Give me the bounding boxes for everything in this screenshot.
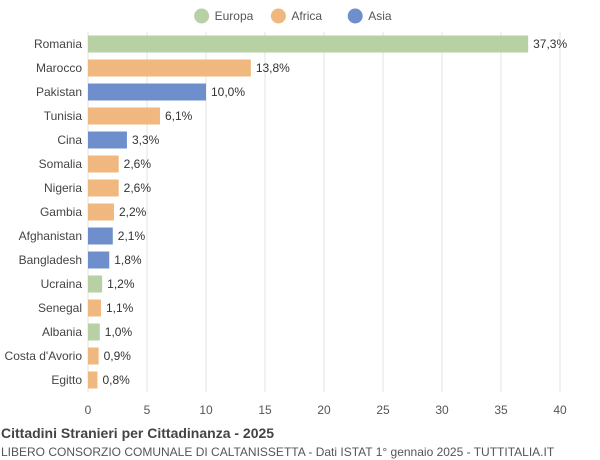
category-labels: Romania Marocco Pakistan Tunisia Cina Somalia… <box>5 37 83 387</box>
x-tick-label: 10 <box>199 403 213 417</box>
value-label-nigeria: 2,6% <box>124 181 152 195</box>
value-labels: 37,3% 13,8% 10,0% 6,1% 3,3% 2,6% 2,6% 2,2% 2,1% 1… <box>102 37 567 387</box>
category-label-gambia: Gambia <box>40 205 82 219</box>
value-label-costa-d-avorio: 0,9% <box>104 349 132 363</box>
category-label-bangladesh: Bangladesh <box>19 253 82 267</box>
x-tick-label: 30 <box>435 403 449 417</box>
legend-label-asia: Asia <box>368 9 392 23</box>
category-label-egitto: Egitto <box>51 373 82 387</box>
category-label-costa-d-avorio: Costa d'Avorio <box>5 349 83 363</box>
bar-pakistan <box>88 83 206 101</box>
bar-somalia <box>88 155 119 173</box>
bar-senegal <box>88 299 101 317</box>
value-label-bangladesh: 1,8% <box>114 253 142 267</box>
bar-bangladesh <box>88 251 110 269</box>
bar-nigeria <box>88 179 119 197</box>
legend-marker-europa <box>194 8 210 24</box>
x-axis-ticks: 0 5 10 15 20 25 30 35 40 <box>85 403 567 417</box>
legend-label-europa: Europa <box>215 9 254 23</box>
value-label-albania: 1,0% <box>105 325 133 339</box>
bar-cina <box>88 131 127 149</box>
bar-afghanistan <box>88 227 113 245</box>
value-label-tunisia: 6,1% <box>165 109 193 123</box>
bar-gambia <box>88 203 114 221</box>
category-label-albania: Albania <box>42 325 82 339</box>
bar-romania <box>88 35 529 53</box>
x-tick-label: 0 <box>85 403 92 417</box>
value-label-marocco: 13,8% <box>256 61 290 75</box>
value-label-somalia: 2,6% <box>124 157 152 171</box>
category-label-marocco: Marocco <box>36 61 82 75</box>
category-label-afghanistan: Afghanistan <box>19 229 82 243</box>
bar-chart: Europa Africa Asia Romania Marocco Pakistan T… <box>5 8 567 417</box>
category-label-pakistan: Pakistan <box>36 85 82 99</box>
category-label-cina: Cina <box>57 133 82 147</box>
value-label-cina: 3,3% <box>132 133 160 147</box>
category-label-tunisia: Tunisia <box>44 109 83 123</box>
chart-title: Cittadini Stranieri per Cittadinanza - 2… <box>1 425 275 441</box>
category-label-ucraina: Ucraina <box>41 277 83 291</box>
x-tick-label: 15 <box>258 403 272 417</box>
category-label-somalia: Somalia <box>39 157 83 171</box>
category-label-nigeria: Nigeria <box>44 181 82 195</box>
value-label-ucraina: 1,2% <box>107 277 135 291</box>
legend-marker-asia <box>347 8 363 24</box>
value-label-romania: 37,3% <box>533 37 567 51</box>
category-label-romania: Romania <box>34 37 82 51</box>
x-tick-label: 40 <box>553 403 567 417</box>
x-tick-label: 20 <box>317 403 331 417</box>
category-label-senegal: Senegal <box>38 301 82 315</box>
bar-albania <box>88 323 100 341</box>
value-label-gambia: 2,2% <box>119 205 147 219</box>
legend-label-africa: Africa <box>291 9 322 23</box>
x-tick-label: 25 <box>376 403 390 417</box>
legend: Europa Africa Asia <box>194 8 392 24</box>
bar-ucraina <box>88 275 103 293</box>
value-label-pakistan: 10,0% <box>211 85 245 99</box>
value-label-senegal: 1,1% <box>106 301 134 315</box>
x-tick-label: 35 <box>494 403 508 417</box>
bar-costa-d-avorio <box>88 347 99 365</box>
bar-egitto <box>88 371 98 389</box>
bars <box>88 35 529 389</box>
legend-marker-africa <box>270 8 286 24</box>
value-label-afghanistan: 2,1% <box>118 229 146 243</box>
bar-marocco <box>88 59 251 77</box>
value-label-egitto: 0,8% <box>102 373 130 387</box>
chart-subtitle: LIBERO CONSORZIO COMUNALE DI CALTANISSET… <box>1 445 555 459</box>
x-tick-label: 5 <box>144 403 151 417</box>
bar-tunisia <box>88 107 160 125</box>
